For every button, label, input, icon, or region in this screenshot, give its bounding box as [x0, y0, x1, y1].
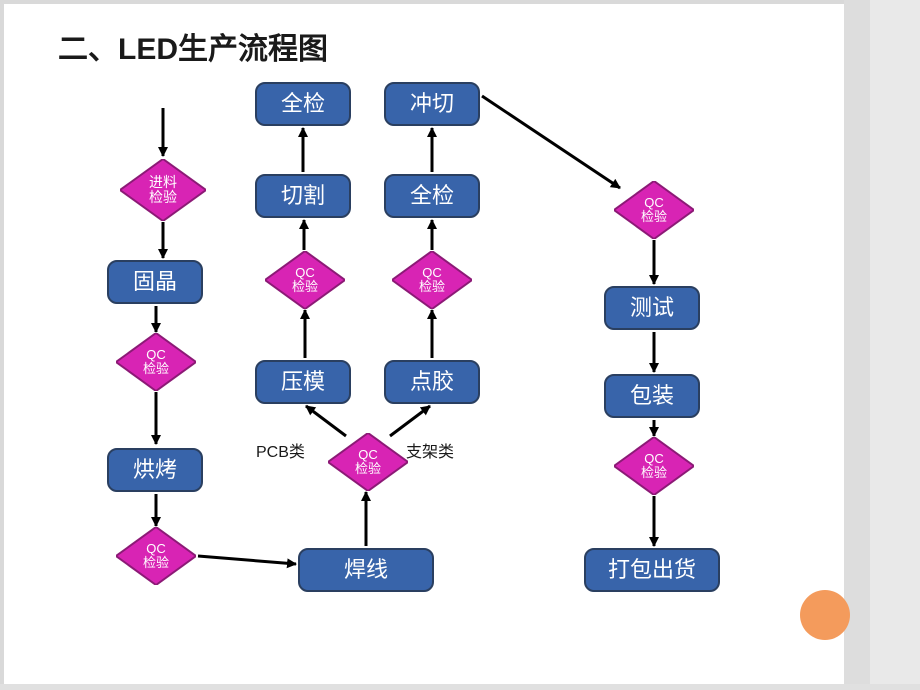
- node-d_jinliao: 进料 检验: [120, 159, 206, 221]
- node-d_qc5: QC 检验: [328, 433, 408, 491]
- node-dianjiao: 点胶: [384, 360, 480, 404]
- label-pcb: PCB类: [256, 438, 305, 462]
- node-hanxian: 焊线: [298, 548, 434, 592]
- node-chongqie: 冲切: [384, 82, 480, 126]
- node-qiege: 切割: [255, 174, 351, 218]
- frame-right-a: [870, 0, 920, 690]
- node-hongkao: 烘烤: [107, 448, 203, 492]
- node-baozhuang: 包装: [604, 374, 700, 418]
- frame-left: [0, 0, 4, 690]
- node-dabao: 打包出货: [584, 548, 720, 592]
- node-ceshi: 测试: [604, 286, 700, 330]
- page-title: 二、LED生产流程图: [58, 24, 328, 68]
- node-d_qc3: QC 检验: [265, 251, 345, 309]
- node-gujing: 固晶: [107, 260, 203, 304]
- accent-dot: [800, 590, 850, 640]
- frame-bottom: [0, 684, 920, 690]
- node-d_qc6: QC 检验: [614, 181, 694, 239]
- frame-top: [0, 0, 920, 4]
- label-zhijia: 支架类: [406, 438, 454, 462]
- node-d_qc1: QC 检验: [116, 333, 196, 391]
- node-d_qc7: QC 检验: [614, 437, 694, 495]
- node-yamo: 压模: [255, 360, 351, 404]
- frame-right-b: [844, 0, 870, 690]
- node-d_qc4: QC 检验: [392, 251, 472, 309]
- node-d_qc2: QC 检验: [116, 527, 196, 585]
- node-quanjian2: 全检: [384, 174, 480, 218]
- node-quanjian1: 全检: [255, 82, 351, 126]
